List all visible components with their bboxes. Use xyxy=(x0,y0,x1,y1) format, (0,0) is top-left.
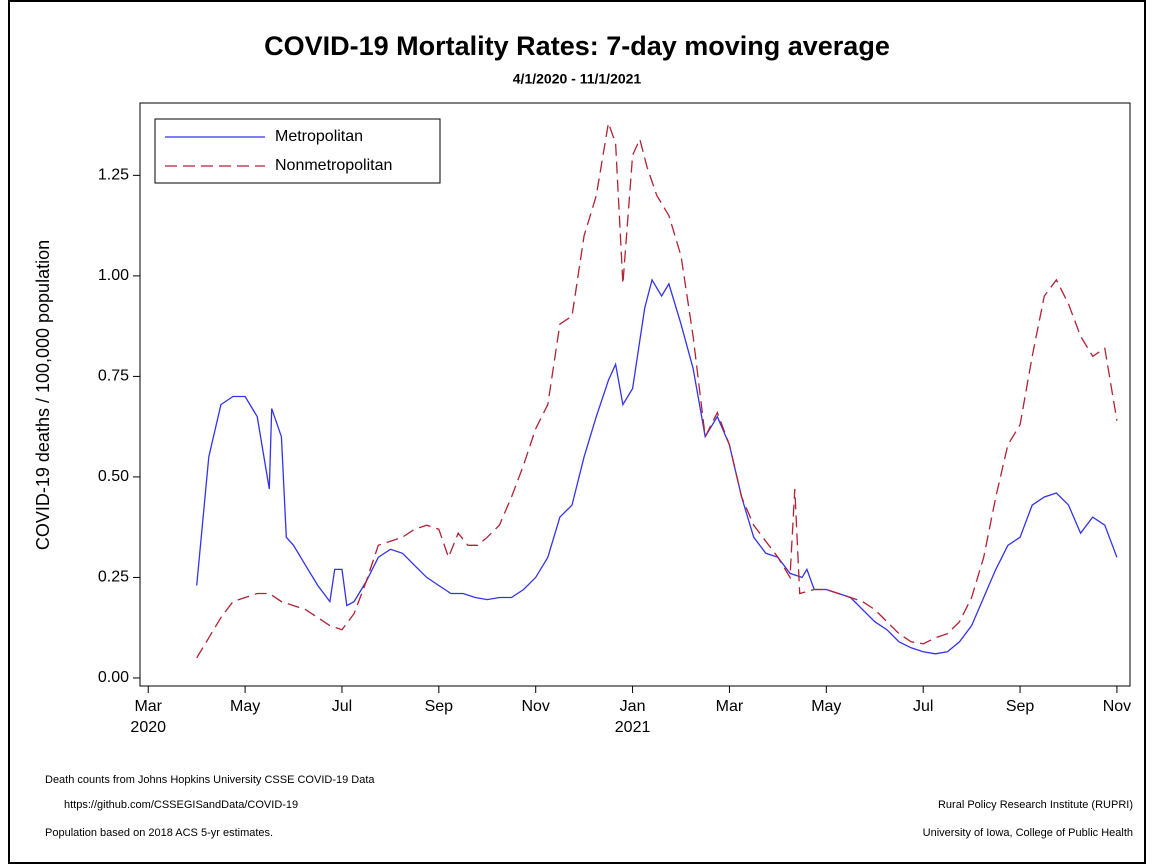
legend-label: Nonmetropolitan xyxy=(275,157,392,174)
y-tick-label: 0.25 xyxy=(98,569,129,586)
legend-box xyxy=(154,118,441,184)
note: Rural Policy Research Institute (RUPRI) xyxy=(938,799,1133,811)
x-tick-label: Nov xyxy=(1103,698,1131,715)
x-tick-label: Mar xyxy=(134,698,162,715)
y-tick-label: 0.75 xyxy=(98,368,129,385)
x-year-label: 2020 xyxy=(130,719,166,736)
x-tick-label: Jul xyxy=(332,698,352,715)
y-tick-label: 0.00 xyxy=(98,669,129,686)
series-line xyxy=(196,120,1118,659)
y-tick-label: 1.00 xyxy=(98,267,129,284)
x-tick-label: Nov xyxy=(521,698,549,715)
note: https://github.com/CSSEGISandData/COVID-… xyxy=(64,799,298,811)
x-tick-label: Sep xyxy=(1006,698,1035,715)
legend-label: Metropolitan xyxy=(275,128,363,145)
note: Population based on 2018 ACS 5-yr estima… xyxy=(45,827,273,839)
x-tick-label: May xyxy=(230,698,260,715)
y-tick-label: 1.25 xyxy=(98,167,129,184)
chart-subtitle: 4/1/2020 - 11/1/2021 xyxy=(513,71,642,87)
x-year-label: 2021 xyxy=(615,719,651,736)
y-tick-label: 0.50 xyxy=(98,468,129,485)
note: Death counts from Johns Hopkins Universi… xyxy=(45,774,375,786)
chart-title: COVID-19 Mortality Rates: 7-day moving a… xyxy=(264,31,890,61)
series-line xyxy=(196,278,1118,655)
note: University of Iowa, College of Public He… xyxy=(923,827,1133,839)
x-tick-label: May xyxy=(811,698,841,715)
x-tick-label: Sep xyxy=(425,698,454,715)
x-tick-label: Mar xyxy=(716,698,744,715)
plot-frame xyxy=(139,102,1131,687)
y-axis-label: COVID-19 deaths / 100,000 population xyxy=(33,240,53,550)
x-tick-label: Jan xyxy=(620,698,646,715)
x-tick-label: Jul xyxy=(913,698,933,715)
